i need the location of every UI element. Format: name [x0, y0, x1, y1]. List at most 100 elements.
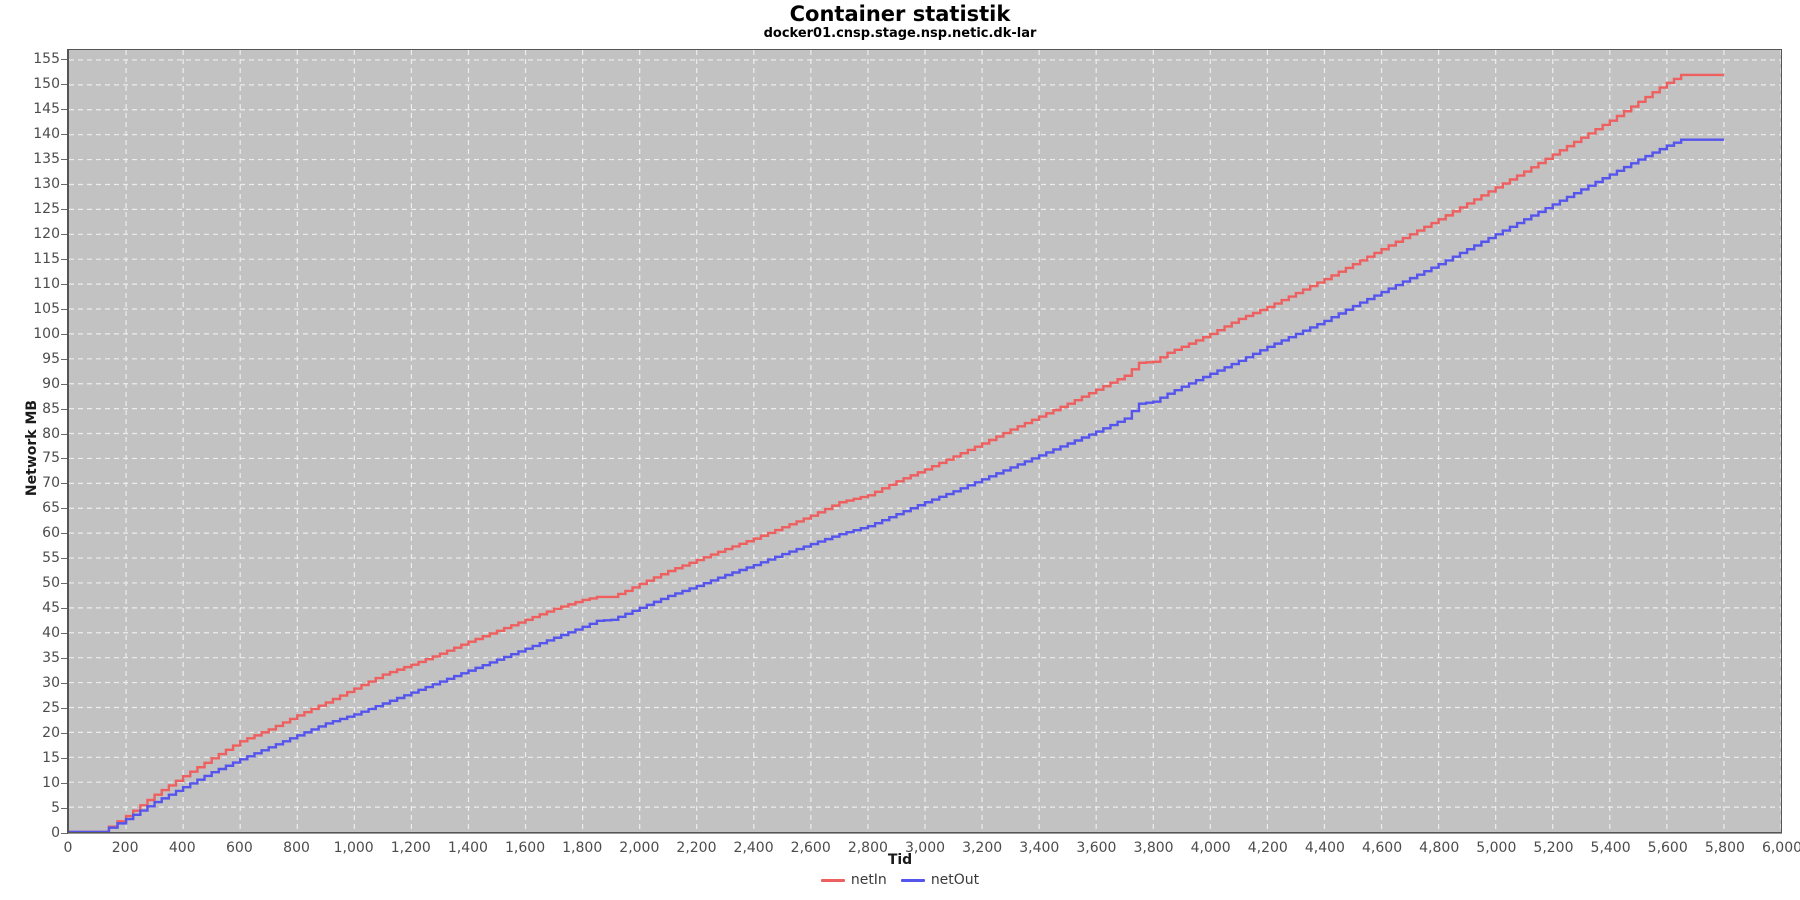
y-tick-label: 155 — [33, 50, 60, 67]
y-tick-mark — [61, 733, 67, 735]
y-tick-label: 95 — [42, 350, 60, 367]
x-tick-label: 600 — [226, 840, 253, 856]
x-tick-label: 3,400 — [1019, 840, 1060, 856]
x-tick-label: 1,800 — [562, 840, 603, 856]
x-tick-label: 400 — [168, 840, 196, 856]
y-tick-label: 45 — [42, 600, 60, 617]
x-tick-label: 1,000 — [333, 840, 374, 856]
x-tick-label: 4,000 — [1190, 840, 1231, 856]
y-tick-label: 80 — [42, 425, 60, 442]
y-tick-label: 65 — [42, 500, 60, 517]
y-tick-mark — [61, 58, 67, 60]
y-tick-mark — [61, 358, 67, 360]
x-tick-label: 3,000 — [904, 840, 946, 856]
y-tick-mark — [61, 533, 67, 535]
y-tick-label: 0 — [51, 825, 60, 841]
y-tick-label: 55 — [42, 550, 60, 567]
y-tick-label: 15 — [42, 750, 60, 767]
x-tick-label: 6,000 — [1761, 840, 1800, 856]
y-tick-mark — [61, 833, 67, 834]
y-tick-mark — [61, 583, 67, 585]
y-tick-label: 115 — [33, 250, 60, 267]
x-tick-label: 5,200 — [1533, 840, 1574, 856]
y-tick-label: 10 — [42, 775, 60, 792]
x-tick-label: 2,400 — [733, 840, 774, 856]
y-tick-mark — [61, 208, 67, 210]
y-tick-label: 125 — [33, 200, 60, 217]
y-tick-label: 70 — [42, 475, 60, 492]
x-tick-label: 1,200 — [390, 840, 431, 856]
legend-line-icon — [820, 878, 845, 882]
y-tick-mark — [61, 408, 67, 410]
y-tick-label: 145 — [33, 100, 60, 117]
legend-line-icon — [900, 878, 925, 882]
x-tick-label: 3,800 — [1133, 840, 1174, 856]
chart-subtitle: docker01.cnsp.stage.nsp.netic.dk-lar — [763, 26, 1037, 41]
y-tick-label: 110 — [33, 275, 60, 292]
x-tick-label: 2,200 — [676, 840, 717, 856]
y-tick-mark — [61, 108, 67, 110]
y-tick-mark — [61, 633, 67, 635]
chart-title: Container statistik — [789, 2, 1011, 26]
y-tick-mark — [61, 683, 67, 685]
y-tick-label: 50 — [42, 575, 60, 592]
x-tick-label: 4,200 — [1247, 840, 1288, 856]
x-tick-label: 5,600 — [1647, 840, 1688, 856]
x-tick-label: 4,800 — [1419, 840, 1460, 856]
y-tick-mark — [61, 433, 67, 435]
y-tick-mark — [61, 333, 67, 335]
x-tick-label: 5,000 — [1476, 840, 1517, 856]
x-tick-label: 4,400 — [1304, 840, 1345, 856]
y-tick-label: 75 — [42, 450, 60, 467]
y-axis-line — [67, 49, 69, 834]
x-tick-label: 3,200 — [962, 840, 1003, 856]
chart-legend: netIn netOut — [0, 872, 1800, 888]
legend-label: netOut — [930, 872, 980, 888]
y-tick-label: 140 — [33, 125, 60, 142]
plot-canvas — [69, 50, 1781, 832]
x-tick-label: 5,400 — [1590, 840, 1631, 856]
y-tick-mark — [61, 83, 67, 85]
y-tick-mark — [61, 708, 67, 710]
x-tick-label: 1,400 — [447, 840, 488, 856]
y-tick-mark — [61, 458, 67, 460]
y-tick-mark — [61, 308, 67, 310]
y-tick-mark — [61, 133, 67, 135]
y-tick-mark — [61, 183, 67, 185]
y-axis-title: Network MB — [24, 399, 40, 497]
y-tick-label: 120 — [33, 225, 60, 242]
x-tick-label: 4,600 — [1362, 840, 1403, 856]
y-tick-label: 60 — [42, 525, 60, 542]
legend-label: netIn — [850, 872, 887, 888]
y-tick-label: 130 — [33, 175, 60, 192]
y-tick-label: 35 — [42, 650, 60, 667]
y-tick-mark — [61, 608, 67, 610]
y-tick-label: 85 — [42, 400, 60, 417]
y-tick-label: 150 — [33, 75, 60, 92]
y-tick-mark — [61, 808, 67, 810]
y-tick-label: 40 — [42, 625, 60, 642]
plot-area — [68, 49, 1782, 833]
x-tick-label: 1,600 — [505, 840, 546, 856]
legend-item[interactable]: netIn — [820, 872, 887, 888]
y-tick-mark — [61, 283, 67, 285]
y-tick-label: 100 — [33, 325, 60, 342]
y-tick-label: 30 — [42, 675, 60, 692]
x-tick-label: 200 — [111, 840, 139, 856]
y-tick-label: 105 — [33, 300, 60, 317]
y-tick-label: 20 — [42, 725, 60, 742]
x-axis-line — [68, 833, 1782, 834]
x-tick-label: 5,800 — [1704, 840, 1745, 856]
x-tick-label: 2,000 — [619, 840, 660, 856]
y-tick-mark — [61, 508, 67, 510]
legend-item[interactable]: netOut — [900, 872, 980, 888]
y-tick-mark — [61, 658, 67, 660]
y-tick-mark — [61, 158, 67, 160]
y-tick-mark — [61, 558, 67, 560]
x-tick-label: 800 — [283, 840, 310, 856]
y-tick-mark — [61, 483, 67, 485]
y-tick-label: 5 — [51, 800, 60, 817]
x-tick-label: 2,800 — [847, 840, 888, 856]
y-tick-label: 90 — [42, 375, 60, 392]
